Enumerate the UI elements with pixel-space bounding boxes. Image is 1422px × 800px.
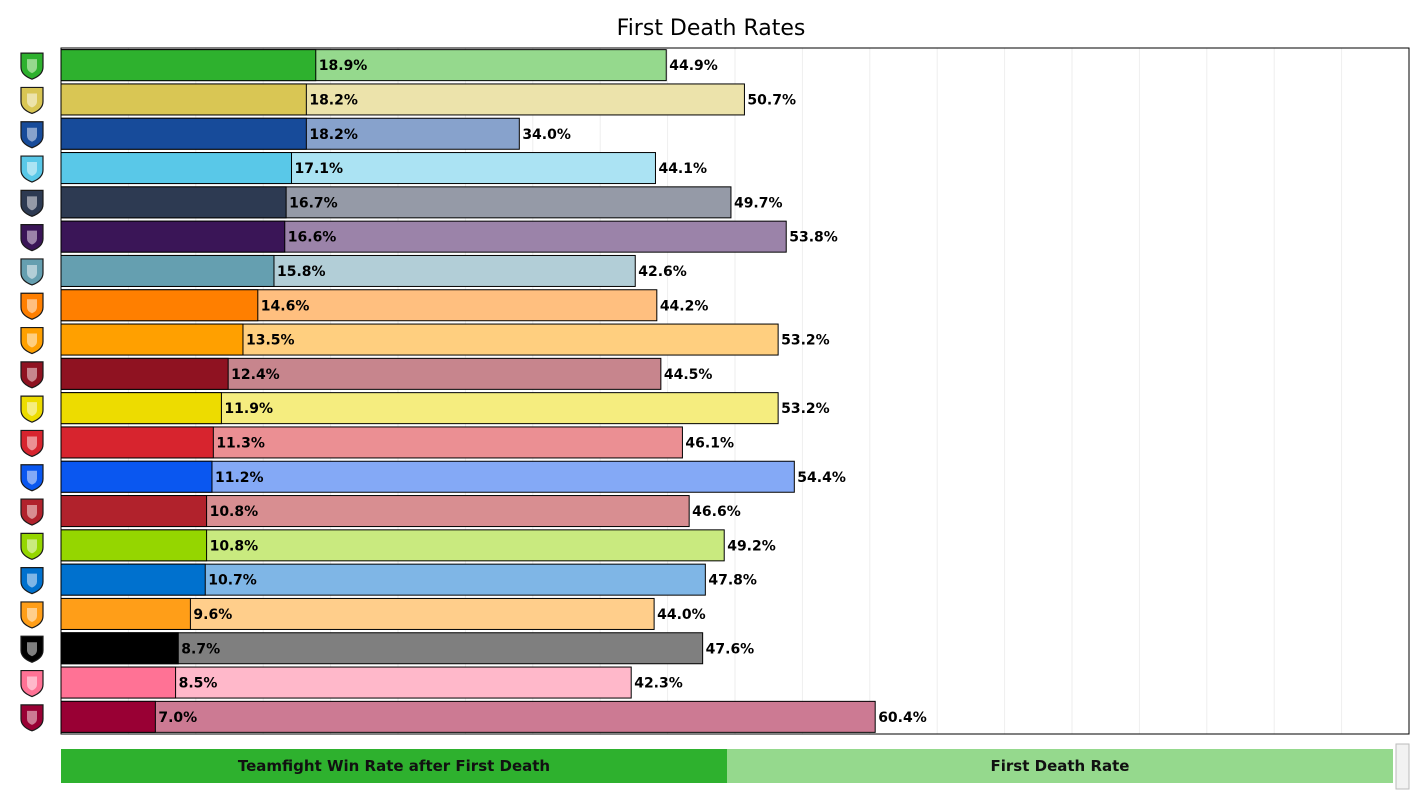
teamfight-win-rate-label: 11.2% — [215, 470, 264, 486]
legend-label: Teamfight Win Rate after First Death — [238, 757, 550, 775]
teamfight-win-rate-label: 10.7% — [208, 573, 257, 589]
first-death-rate-label: 47.6% — [706, 641, 755, 657]
first-death-rate-label: 34.0% — [522, 127, 571, 143]
first-death-rate-label: 46.1% — [685, 435, 734, 451]
bar-teamfight-win-rate — [60, 152, 293, 185]
teamfight-win-rate-label: 18.2% — [309, 127, 358, 143]
teamfight-win-rate-label: 8.5% — [179, 676, 218, 692]
tiger-logo-icon — [20, 86, 44, 115]
teamfight-win-rate-label: 16.6% — [288, 230, 337, 246]
justice-shield-logo-icon — [20, 704, 44, 732]
legend-label: First Death Rate — [991, 757, 1130, 775]
spark-logo-icon — [20, 669, 44, 698]
bar-teamfight-win-rate — [60, 632, 179, 665]
boston-shield-logo-icon — [20, 464, 44, 492]
bar-teamfight-win-rate — [60, 220, 286, 253]
flame-logo-icon — [20, 567, 44, 595]
first-death-rate-label: 50.7% — [747, 92, 796, 108]
first-death-rate-label: 54.4% — [797, 470, 846, 486]
bar-teamfight-win-rate — [60, 392, 222, 425]
bar-teamfight-win-rate — [60, 83, 307, 116]
teamfight-win-rate-label: 9.6% — [193, 607, 232, 623]
bar-teamfight-win-rate — [60, 117, 307, 150]
lion-logo-icon — [20, 224, 44, 252]
teamfight-win-rate-label: 14.6% — [261, 298, 310, 314]
bar-teamfight-win-rate — [60, 700, 156, 733]
first-death-rate-label: 44.2% — [660, 298, 709, 314]
bar-teamfight-win-rate — [60, 254, 275, 287]
first-death-rate-label: 49.2% — [727, 538, 776, 554]
legend-scroll-handle[interactable] — [1395, 743, 1410, 790]
bull-horns-logo-icon — [20, 532, 44, 560]
first-death-rate-label: 44.0% — [657, 607, 706, 623]
london-shield-logo-icon — [20, 155, 44, 183]
first-death-rate-label: 44.5% — [664, 367, 713, 383]
dragon-logo-icon — [20, 429, 44, 458]
bar-layer — [60, 49, 876, 733]
label-layer: 18.9% 44.9% 18.2% 50.7% 18.2% 34.0% 17.1% 44.1%… — [158, 58, 926, 726]
teamfight-win-rate-label: 11.9% — [224, 401, 273, 417]
teamfight-win-rate-label: 11.3% — [216, 435, 265, 451]
teamfight-win-rate-label: 15.8% — [277, 264, 326, 280]
bar-first-death-rate — [60, 700, 876, 733]
first-death-rate-label: 53.2% — [781, 333, 830, 349]
teamfight-win-rate-label: 12.4% — [231, 367, 280, 383]
bar-teamfight-win-rate — [60, 323, 244, 356]
first-death-rate-label: 44.9% — [669, 58, 718, 74]
legend-swatch — [727, 749, 1393, 783]
sf-logo-icon — [20, 292, 44, 320]
teamfight-win-rate-label: 17.1% — [295, 161, 344, 177]
first-death-rate-label: 46.6% — [692, 504, 741, 520]
first-death-rate-label: 42.6% — [638, 264, 687, 280]
fusion-p-logo-icon — [20, 601, 44, 629]
bar-teamfight-win-rate — [60, 289, 259, 322]
legend-swatch — [61, 749, 727, 783]
teamfight-win-rate-label: 7.0% — [158, 710, 197, 726]
teamfight-win-rate-label: 16.7% — [289, 195, 338, 211]
first-death-rate-label: 53.8% — [789, 230, 838, 246]
teamfight-win-rate-label: 13.5% — [246, 333, 295, 349]
first-death-rate-label: 44.1% — [658, 161, 707, 177]
rooster-logo-icon — [20, 189, 44, 217]
grid-layer — [127, 48, 1343, 734]
bar-teamfight-win-rate — [60, 597, 191, 630]
first-death-rate-label: 60.4% — [878, 710, 927, 726]
bar-teamfight-win-rate — [60, 460, 213, 493]
mayhem-logo-icon — [20, 498, 44, 526]
team-logo-column — [20, 52, 44, 732]
plot-frame — [60, 47, 1410, 735]
bar-teamfight-win-rate — [60, 495, 208, 528]
first-death-rate-label: 53.2% — [781, 401, 830, 417]
first-death-rate-label: 42.3% — [634, 676, 683, 692]
first-death-rate-label: 47.8% — [708, 573, 757, 589]
panda-logo-icon — [20, 326, 44, 355]
bar-teamfight-win-rate — [60, 666, 177, 699]
bar-teamfight-win-rate — [60, 186, 287, 219]
bar-teamfight-win-rate — [60, 563, 206, 596]
crossed-x-logo-icon — [20, 121, 44, 149]
phoenix-logo-icon — [20, 361, 44, 389]
bar-teamfight-win-rate — [60, 357, 229, 390]
defiant-arrow-logo-icon — [20, 635, 44, 663]
chart-title: First Death Rates — [617, 16, 806, 41]
teamfight-win-rate-label: 8.7% — [181, 641, 220, 657]
bar-teamfight-win-rate — [60, 49, 317, 82]
gz-logo-icon — [20, 258, 44, 286]
first-death-rate-label: 49.7% — [734, 195, 783, 211]
legend: Teamfight Win Rate after First Death Firs… — [61, 743, 1410, 790]
teamfight-win-rate-label: 18.2% — [309, 92, 358, 108]
teamfight-win-rate-label: 10.8% — [210, 504, 259, 520]
valiant-wings-logo-icon — [20, 395, 44, 423]
teamfight-win-rate-label: 18.9% — [319, 58, 368, 74]
teamfight-win-rate-label: 10.8% — [210, 538, 259, 554]
gorilla-logo-icon — [20, 52, 44, 80]
bar-teamfight-win-rate — [60, 529, 208, 562]
bar-teamfight-win-rate — [60, 426, 214, 459]
